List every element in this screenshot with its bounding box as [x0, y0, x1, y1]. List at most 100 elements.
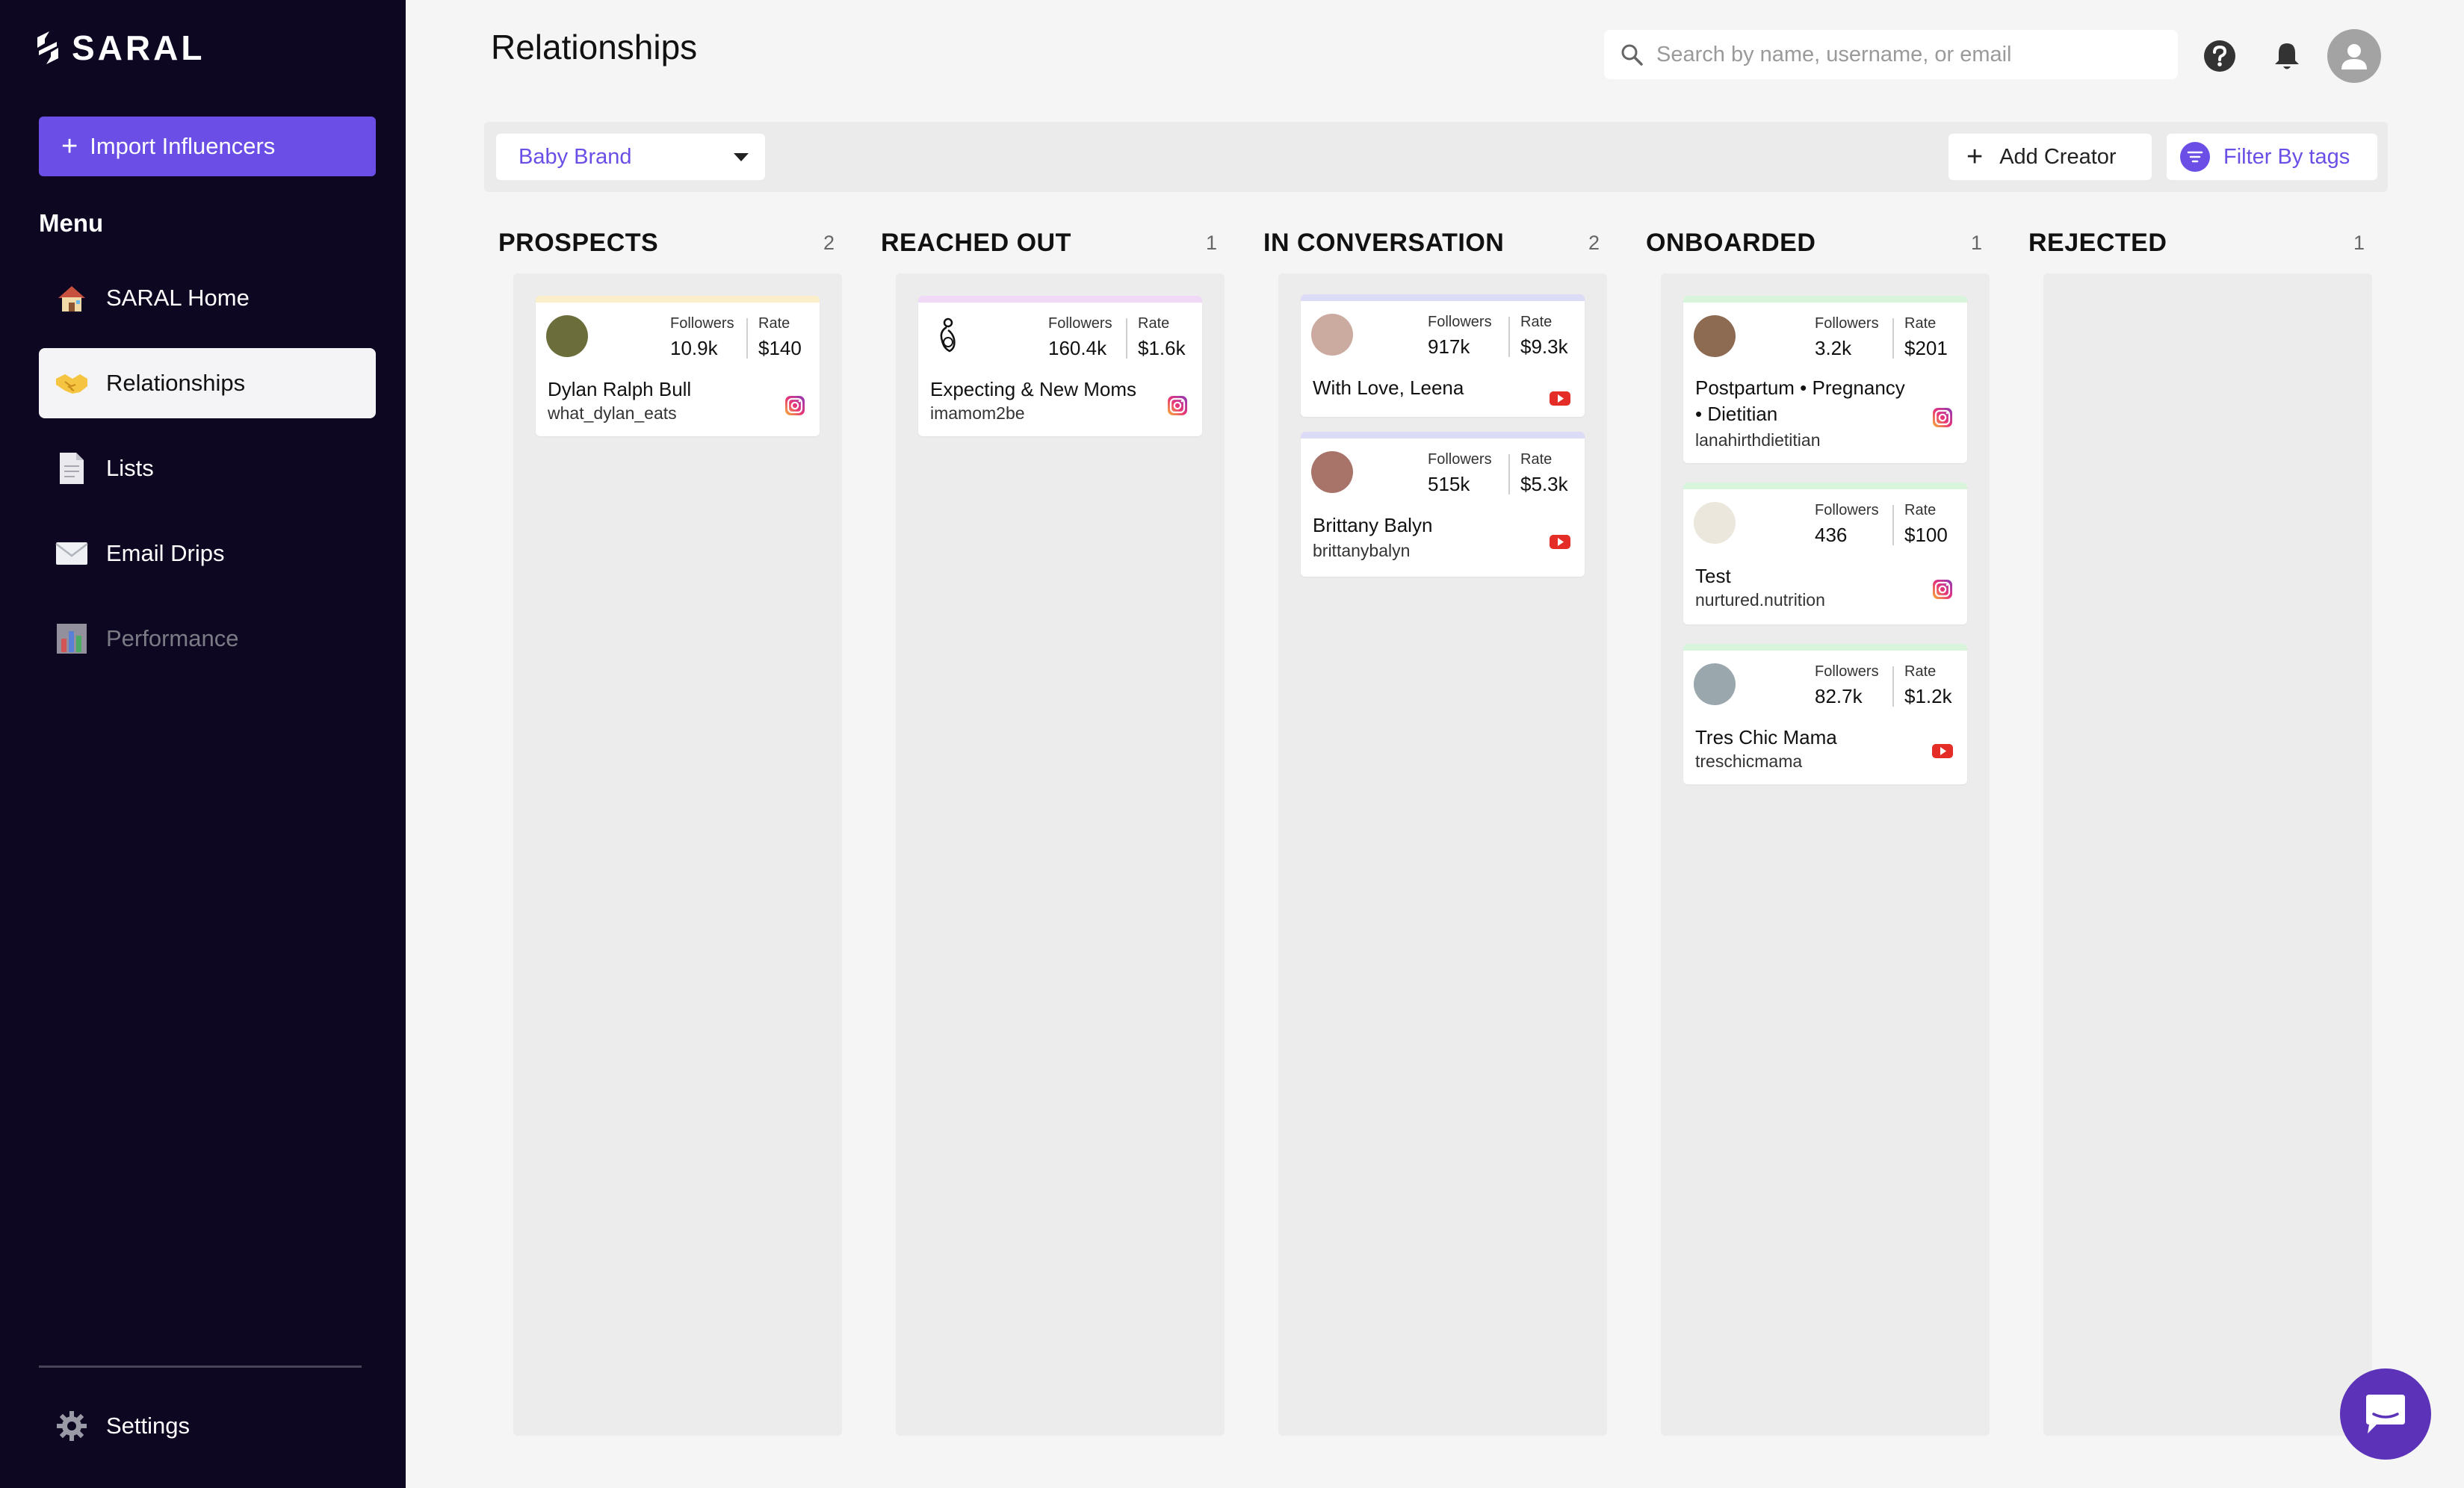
gear-icon [54, 1408, 90, 1444]
column-dropzone[interactable]: Followers 160.4k Rate $1.6k Expecting & Ne… [896, 273, 1225, 1436]
rate-stat: Rate $100 [1904, 502, 1948, 547]
column-dropzone[interactable] [2043, 273, 2372, 1436]
user-avatar-button[interactable] [2327, 29, 2381, 83]
followers-value: 3.2k [1815, 337, 1852, 359]
sidebar-item-label: Email Drips [106, 540, 225, 566]
column-onboarded: ONBOARDED 1 Followers 3.2k Rate $201 Postp… [1638, 224, 1990, 1436]
rate-stat: Rate $5.3k [1520, 451, 1568, 496]
column-count: 2 [823, 231, 835, 254]
sidebar-item-performance[interactable]: Performance [39, 604, 376, 674]
card-color-bar [536, 296, 820, 303]
sidebar-item-relationships[interactable]: Relationships [39, 348, 376, 418]
instagram-icon [785, 396, 805, 415]
filter-by-tags-label: Filter By tags [2223, 144, 2350, 169]
followers-value: 160.4k [1048, 337, 1107, 359]
rate-value: $5.3k [1520, 473, 1568, 495]
search-input[interactable] [1656, 42, 2149, 67]
rate-stat: Rate $1.6k [1138, 315, 1186, 360]
youtube-icon [1932, 744, 1953, 758]
rate-label: Rate [1520, 314, 1553, 330]
creator-card[interactable]: Followers 82.7k Rate $1.2k Tres Chic Mama … [1683, 644, 1967, 784]
column-header: REACHED OUT 1 [873, 224, 1225, 261]
creator-username: imamom2be [930, 403, 1025, 423]
settings-label: Settings [106, 1413, 191, 1439]
sidebar-item-email-drips[interactable]: Email Drips [39, 518, 376, 589]
add-creator-button[interactable]: + Add Creator [1948, 134, 2152, 180]
youtube-icon [1550, 391, 1570, 406]
rate-label: Rate [1904, 502, 1937, 518]
creator-name: Expecting & New Moms [930, 378, 1136, 400]
search-icon [1621, 44, 1643, 66]
creator-username: lanahirthdietitian [1695, 430, 1821, 450]
column-title: REACHED OUT [881, 228, 1071, 257]
rate-label: Rate [1520, 451, 1553, 468]
creator-username: nurtured.nutrition [1695, 590, 1825, 610]
creator-card[interactable]: Followers 3.2k Rate $201 Postpartum • Preg… [1683, 296, 1967, 463]
followers-stat: Followers 436 [1815, 502, 1879, 547]
filter-by-tags-button[interactable]: Filter By tags [2167, 134, 2377, 180]
sidebar-divider [39, 1365, 362, 1368]
sidebar-item-label: Relationships [106, 370, 246, 396]
column-dropzone[interactable]: Followers 917k Rate $9.3k With Love, Leena… [1278, 273, 1607, 1436]
search-box[interactable] [1604, 30, 2178, 79]
saral-logo[interactable]: SARAL [33, 28, 205, 67]
stat-separator [1126, 318, 1127, 359]
rate-stat: Rate $1.2k [1904, 663, 1952, 708]
column-count: 1 [1205, 231, 1217, 254]
avatar [1311, 451, 1353, 493]
youtube-icon [1550, 535, 1570, 549]
followers-stat: Followers 160.4k [1048, 315, 1112, 360]
creator-card[interactable]: Followers 10.9k Rate $140 Dylan Ralph Bull… [536, 296, 820, 436]
column-title: REJECTED [2028, 228, 2167, 257]
column-rejected: REJECTED 1 [2021, 224, 2372, 1436]
card-color-bar [918, 296, 1202, 303]
followers-label: Followers [1815, 315, 1879, 332]
creator-card[interactable]: Followers 436 Rate $100 Test nurtured.nutr… [1683, 483, 1967, 624]
creator-username: what_dylan_eats [548, 403, 677, 423]
sidebar-item-label: Performance [106, 625, 239, 651]
brand-select[interactable]: Baby Brand [496, 134, 765, 180]
column-count: 1 [1970, 231, 1982, 254]
column-header: PROSPECTS 2 [491, 224, 842, 261]
creator-name: Dylan Ralph Bull [548, 378, 692, 400]
sidebar-item-settings[interactable]: Settings [39, 1391, 190, 1461]
followers-value: 82.7k [1815, 685, 1863, 707]
creator-card[interactable]: Followers 515k Rate $5.3k Brittany Balyn b… [1301, 432, 1585, 577]
envelope-icon [54, 536, 90, 571]
chevron-down-icon [734, 153, 749, 161]
followers-label: Followers [1815, 663, 1879, 680]
creator-name: Brittany Balyn [1313, 514, 1433, 536]
avatar [546, 315, 588, 357]
creator-card[interactable]: Followers 160.4k Rate $1.6k Expecting & Ne… [918, 296, 1202, 436]
card-color-bar [1301, 432, 1585, 438]
creator-card[interactable]: Followers 917k Rate $9.3k With Love, Leena [1301, 294, 1585, 417]
creator-name: Test [1695, 565, 1731, 587]
avatar [1694, 663, 1736, 705]
rate-label: Rate [758, 315, 790, 332]
followers-label: Followers [1048, 315, 1112, 332]
column-title: PROSPECTS [498, 228, 659, 257]
column-dropzone[interactable]: Followers 3.2k Rate $201 Postpartum • Preg… [1661, 273, 1990, 1436]
instagram-icon [1168, 396, 1187, 415]
rate-label: Rate [1904, 663, 1937, 680]
saral-logo-icon [37, 31, 58, 64]
chat-support-button[interactable] [2340, 1368, 2431, 1460]
stat-separator [1508, 317, 1510, 357]
followers-stat: Followers 3.2k [1815, 315, 1879, 360]
column-dropzone[interactable]: Followers 10.9k Rate $140 Dylan Ralph Bull… [513, 273, 842, 1436]
sidebar-item-saral-home[interactable]: SARAL Home [39, 263, 376, 333]
plus-icon: + [1966, 141, 1984, 173]
sidebar-item-lists[interactable]: Lists [39, 433, 376, 503]
import-influencers-button[interactable]: + Import Influencers [39, 117, 376, 176]
followers-stat: Followers 515k [1428, 451, 1492, 496]
notifications-button[interactable] [2264, 33, 2310, 79]
rate-value: $1.2k [1904, 685, 1952, 707]
brand-name: SARAL [72, 28, 205, 67]
column-header: ONBOARDED 1 [1638, 224, 1990, 261]
followers-value: 436 [1815, 524, 1848, 546]
import-influencers-label: Import Influencers [90, 133, 276, 159]
instagram-icon [1933, 580, 1952, 599]
help-button[interactable] [2197, 33, 2243, 79]
document-icon [54, 450, 90, 486]
column-count: 1 [2353, 231, 2365, 254]
